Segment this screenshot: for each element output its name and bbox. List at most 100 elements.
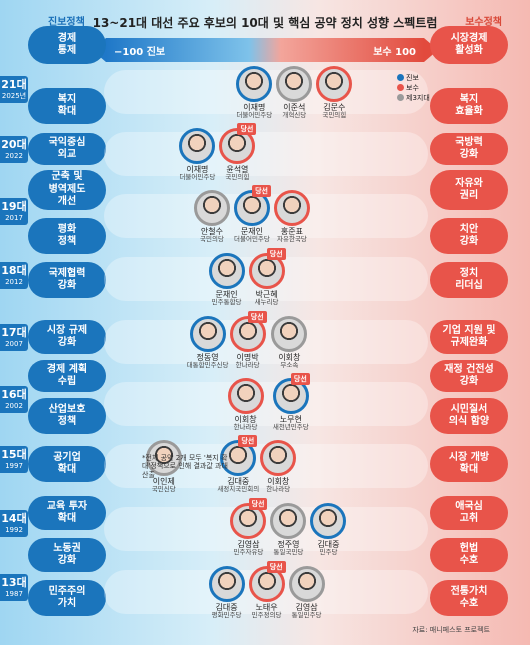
- prog-policy-label: 경제 계획 수립: [46, 363, 88, 388]
- prog-policy-label: 공기업 확대: [53, 451, 81, 476]
- election-year-sub: 2002: [5, 401, 23, 410]
- prog-policy-label: 국익중심 외교: [48, 136, 86, 161]
- cons-policy-label: 자유와 권리: [455, 177, 483, 202]
- prog-policy-label: 군축 및 병역제도 개선: [48, 171, 86, 208]
- election-row-band: [104, 507, 428, 551]
- candidate-party: 민주자유당: [233, 548, 264, 557]
- prog-policy-pill: 교육 투자 확대: [28, 496, 106, 530]
- election-year-sub: 2012: [5, 277, 23, 286]
- cons-policy-pill: 국방력 강화: [430, 133, 508, 165]
- candidate-portrait: [316, 66, 353, 102]
- candidate-party: 통일국민당: [273, 548, 304, 557]
- prog-policy-pill: 군축 및 병역제도 개선: [28, 170, 106, 210]
- source-credit: 자료: 매니페스토 프로젝트: [412, 626, 490, 634]
- candidate-portrait: [193, 190, 230, 226]
- legend-swatch-prog: [397, 74, 404, 81]
- candidate-portrait: 당선: [233, 185, 271, 226]
- prog-policy-label: 노동권 강화: [53, 542, 81, 567]
- candidate-point: 당선 노태우 민주정의당: [236, 561, 298, 619]
- cons-policy-label: 재정 건전성 강화: [444, 363, 494, 388]
- cons-policy-label: 정치 리더십: [455, 267, 483, 292]
- candidate-portrait: [227, 378, 264, 414]
- legend-label-cons: 보수: [406, 84, 419, 93]
- candidate-name: 문재인: [215, 290, 238, 299]
- prog-policy-label: 평화 정책: [57, 223, 77, 248]
- candidate-name: 안철수: [200, 227, 224, 236]
- candidate-point: 당선 노무현 새천년민주당: [260, 373, 322, 431]
- candidate-name: 김문수: [323, 103, 346, 112]
- cons-policy-label: 국방력 강화: [455, 136, 483, 161]
- candidate-point: 김영삼 통일민주당: [276, 566, 338, 619]
- candidate-name: 정동영: [196, 353, 219, 362]
- prog-policy-pill: 민주주의 가치: [28, 580, 106, 616]
- candidate-point: 당선 김대중 새정치국민회의: [207, 435, 269, 493]
- election-year-label: 18대: [1, 264, 27, 277]
- candidate-point: 이인제 국민신당: [133, 440, 195, 493]
- prog-policy-pill: 노동권 강화: [28, 538, 106, 572]
- legend-item-cons: 보수: [397, 83, 430, 93]
- candidate-point: 이회창 한나라당: [247, 440, 309, 493]
- cons-policy-label: 헌법 수호: [459, 542, 479, 567]
- candidate-point: 정동영 대통합민주신당: [177, 316, 239, 369]
- candidate-portrait: [270, 503, 307, 539]
- cons-policy-label: 복지 효율화: [455, 93, 483, 118]
- prog-policy-pill: 산업보호 정책: [28, 398, 106, 434]
- candidate-party: 국민신당: [151, 485, 176, 494]
- winner-badge: 당선: [266, 248, 286, 260]
- cons-policy-label: 전통가치 수호: [450, 585, 488, 610]
- prog-policy-pill: 공기업 확대: [28, 446, 106, 482]
- candidate-portrait: 당선: [248, 248, 286, 289]
- candidate-party: 한나라당: [233, 423, 258, 432]
- candidate-party: 무소속: [280, 361, 299, 370]
- election-year: 20대 2022: [0, 136, 28, 163]
- cons-policy-label: 시민질서 의식 함양: [448, 403, 490, 428]
- candidate-party: 민주통합당: [211, 298, 242, 307]
- legend-swatch-third: [397, 94, 404, 102]
- prog-policy-pill: 국제협력 강화: [28, 262, 106, 298]
- election-year: 21대 2025년: [0, 76, 28, 103]
- winner-badge: 당선: [237, 123, 257, 135]
- candidate-point: 김문수 국민의힘: [303, 66, 365, 119]
- prog-policy-label: 산업보호 정책: [48, 403, 86, 428]
- candidate-point: 정주영 통일국민당: [257, 503, 319, 556]
- prog-policy-pill: 복지 확대: [28, 88, 106, 124]
- progressive-heading: 진보정책: [48, 17, 85, 28]
- candidate-portrait: [288, 566, 325, 602]
- legend-label-prog: 진보: [406, 74, 419, 82]
- cons-policy-pill: 헌법 수호: [430, 538, 508, 572]
- winner-badge: 당선: [247, 311, 267, 323]
- candidate-point: 당선 문재인 더불어민주당: [221, 185, 283, 243]
- candidate-name: 김영삼: [237, 540, 260, 549]
- election-year-label: 15대: [1, 448, 27, 461]
- candidate-party: 국민의힘: [225, 173, 250, 182]
- prog-policy-label: 복지 확대: [57, 93, 77, 118]
- candidate-name: 이회창: [267, 477, 290, 486]
- candidate-portrait: [208, 253, 245, 289]
- candidate-name: 정주영: [277, 540, 300, 549]
- election-year-sub: 1992: [5, 525, 23, 534]
- cons-policy-label: 시장 개방 확대: [448, 451, 490, 476]
- candidate-name: 이준석: [283, 103, 306, 112]
- prog-policy-pill: 경제 통제: [28, 26, 106, 64]
- prog-policy-pill: 경제 계획 수립: [28, 360, 106, 392]
- prog-policy-pill: 시장 규제 강화: [28, 320, 106, 354]
- cons-policy-pill: 시장 개방 확대: [430, 446, 508, 482]
- candidate-point: 안철수 국민의당: [181, 190, 243, 243]
- candidate-point: 문재인 민주통합당: [196, 253, 258, 306]
- candidate-name: 이회창: [278, 353, 301, 362]
- election-year: 18대 2012: [0, 262, 28, 289]
- candidate-portrait: [236, 66, 273, 102]
- candidate-party: 개혁신당: [282, 111, 307, 120]
- spectrum-scale-bar: −100 진보 보수 100: [92, 38, 438, 62]
- cons-policy-pill: 자유와 권리: [430, 170, 508, 210]
- election-year-sub: 1987: [5, 589, 23, 598]
- candidate-name: 이인제: [152, 477, 175, 486]
- candidate-name: 김영삼: [295, 603, 318, 612]
- candidate-portrait: [189, 316, 226, 352]
- candidate-portrait: [273, 190, 310, 226]
- candidate-point: 당선 윤석열 국민의힘: [206, 123, 268, 182]
- candidate-party: 평화민주당: [211, 611, 242, 620]
- candidate-portrait: [208, 566, 245, 602]
- winner-badge: 당선: [252, 185, 271, 197]
- scale-right-label: 보수 100: [373, 47, 416, 58]
